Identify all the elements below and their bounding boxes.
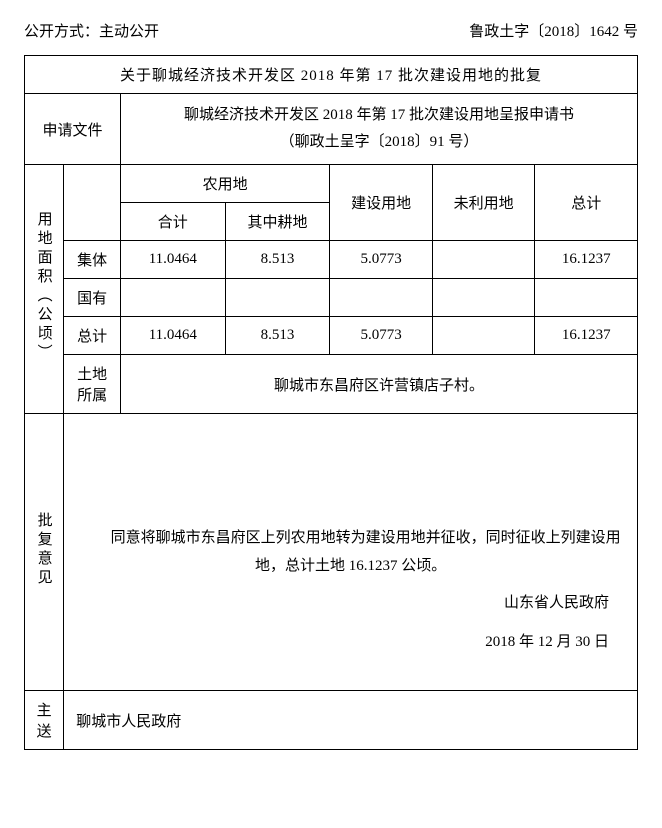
cell-state-construction: [330, 279, 433, 317]
cell-state-unused: [432, 279, 535, 317]
approval-text: 同意将聊城市东昌府区上列农用地转为建设用地并征收，同时征收上列建设用地，总计土地…: [70, 524, 631, 581]
disclosure-mode: 公开方式：主动公开: [24, 20, 159, 41]
app-file-line1: 聊城经济技术开发区 2018 年第 17 批次建设用地呈报申请书: [184, 107, 574, 123]
doc-title: 关于聊城经济技术开发区 2018 年第 17 批次建设用地的批复: [25, 56, 638, 94]
col-construction: 建设用地: [330, 165, 433, 241]
cell-state-agri-arable: [225, 279, 330, 317]
cell-collective-agri-total: 11.0464: [120, 241, 225, 279]
row-collective: 集体 11.0464 8.513 5.0773 16.1237: [25, 241, 638, 279]
cell-sum-unused: [432, 317, 535, 355]
cell-collective-agri-arable: 8.513: [225, 241, 330, 279]
row-state-label: 国有: [64, 279, 121, 317]
land-area-vlabel-cell: 用地面积（公顷）: [25, 165, 64, 414]
col-agri-arable: 其中耕地: [225, 203, 330, 241]
blank-corner: [64, 165, 121, 241]
app-file-label: 申请文件: [25, 94, 121, 165]
app-file-line2: （聊政土呈字〔2018〕91 号）: [280, 134, 479, 150]
col-agri: 农用地: [120, 165, 329, 203]
col-agri-total: 合计: [120, 203, 225, 241]
col-total: 总计: [535, 165, 638, 241]
approval-signer: 山东省人民政府: [485, 584, 609, 623]
approval-date: 2018 年 12 月 30 日: [485, 623, 609, 662]
land-owner-label: 土地 所属: [64, 355, 121, 414]
approval-table: 关于聊城经济技术开发区 2018 年第 17 批次建设用地的批复 申请文件 聊城…: [24, 55, 638, 750]
cell-collective-construction: 5.0773: [330, 241, 433, 279]
cell-collective-unused: [432, 241, 535, 279]
cell-state-agri-total: [120, 279, 225, 317]
approval-vlabel: 批复意见: [34, 512, 55, 588]
cell-sum-total: 16.1237: [535, 317, 638, 355]
approval-sign-block: 山东省人民政府 2018 年 12 月 30 日: [485, 584, 609, 662]
row-sum-label: 总计: [64, 317, 121, 355]
cell-collective-total: 16.1237: [535, 241, 638, 279]
row-state: 国有: [25, 279, 638, 317]
land-owner-value: 聊城市东昌府区许营镇店子村。: [120, 355, 637, 414]
header-line: 公开方式：主动公开 鲁政土字〔2018〕1642 号: [24, 20, 638, 41]
land-area-vlabel: 用地面积（公顷）: [34, 211, 55, 363]
cell-sum-agri-total: 11.0464: [120, 317, 225, 355]
cell-state-total: [535, 279, 638, 317]
col-unused: 未利用地: [432, 165, 535, 241]
app-file-value: 聊城经济技术开发区 2018 年第 17 批次建设用地呈报申请书 （聊政土呈字〔…: [120, 94, 637, 165]
cell-sum-construction: 5.0773: [330, 317, 433, 355]
cell-sum-agri-arable: 8.513: [225, 317, 330, 355]
approval-content: 同意将聊城市东昌府区上列农用地转为建设用地并征收，同时征收上列建设用地，总计土地…: [64, 414, 638, 691]
doc-number: 鲁政土字〔2018〕1642 号: [469, 20, 638, 41]
row-sum: 总计 11.0464 8.513 5.0773 16.1237: [25, 317, 638, 355]
cc-value: 聊城市人民政府: [64, 691, 638, 750]
approval-vlabel-cell: 批复意见: [25, 414, 64, 691]
row-collective-label: 集体: [64, 241, 121, 279]
cc-label: 主送: [25, 691, 64, 750]
